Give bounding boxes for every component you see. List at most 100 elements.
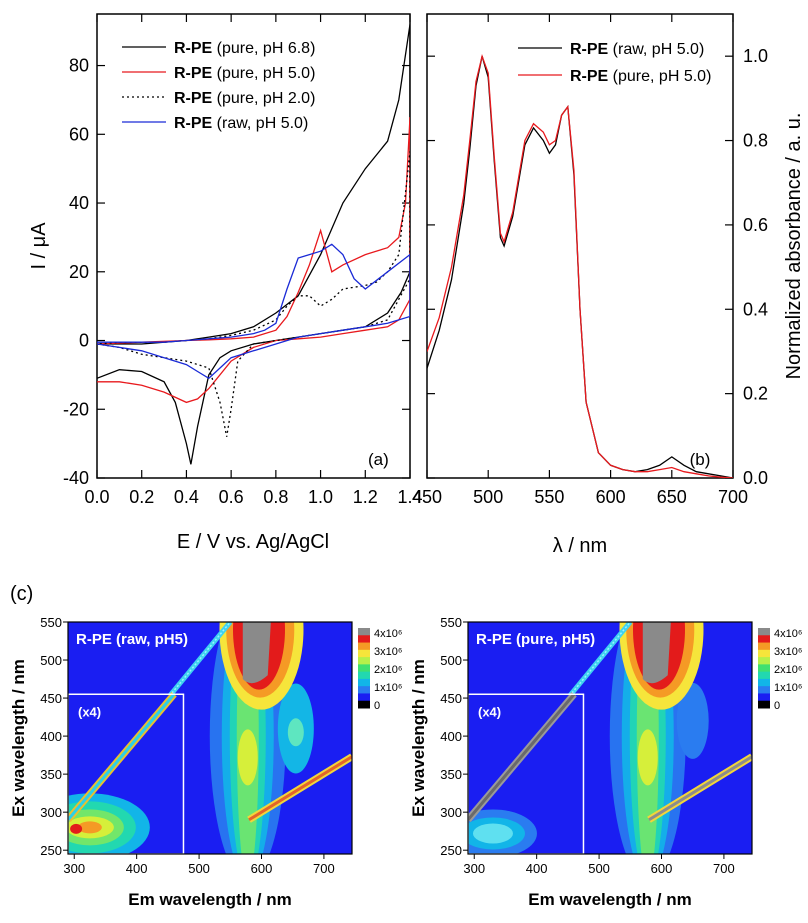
inset-label: (x4) bbox=[478, 704, 501, 719]
panel-a: 0.0 0.2 0.4 0.6 0.8 1.0 1.2 1.4-40-20020406080 … bbox=[28, 13, 423, 553]
y-tick-label: 400 bbox=[440, 729, 462, 744]
y-tick-label: 250 bbox=[40, 843, 62, 858]
colorbar-segment bbox=[358, 678, 370, 687]
heatmap-right: (x4)R-PE (pure, pH5)25030035040045050055… bbox=[409, 615, 802, 909]
series-line bbox=[97, 117, 410, 404]
x-tick-label: 400 bbox=[126, 861, 148, 876]
y-tick-label: 80 bbox=[69, 56, 89, 76]
heatmap-xlabel: Em wavelength / nm bbox=[528, 890, 691, 909]
legend-label: R-PE (pure, pH 5.0) bbox=[174, 65, 315, 82]
colorbar-segment bbox=[758, 678, 770, 687]
panel-b-series bbox=[427, 53, 733, 478]
y-tick-label: 0.4 bbox=[743, 299, 768, 319]
rayleigh-line-core bbox=[68, 622, 231, 821]
series-line bbox=[97, 151, 410, 437]
y-tick-label: 0.0 bbox=[743, 468, 768, 488]
heatmap-body: (x4) R-PE (raw, pH5) bbox=[68, 622, 352, 854]
colorbar-label: 3x10⁶ bbox=[774, 646, 802, 658]
y-tick-label: 250 bbox=[440, 843, 462, 858]
panel-b-legend: R-PE (raw, pH 5.0) R-PE (pure, pH 5.0) bbox=[518, 41, 711, 85]
y-tick-label: 0 bbox=[79, 331, 89, 351]
inset-spot bbox=[70, 823, 83, 834]
colorbar-segment bbox=[358, 642, 370, 651]
colorbar-segment bbox=[358, 657, 370, 665]
y-tick-label: -40 bbox=[63, 468, 89, 488]
heatmap-xlabel: Em wavelength / nm bbox=[128, 890, 291, 909]
y-tick-label: 40 bbox=[69, 193, 89, 213]
heatmap-ylabel: Ex wavelength / nm bbox=[9, 659, 28, 817]
legend-label: R-PE (raw, pH 5.0) bbox=[174, 115, 308, 132]
y-tick-label: 500 bbox=[440, 653, 462, 668]
saturated-region bbox=[242, 622, 271, 684]
legend-label: R-PE (pure, pH 2.0) bbox=[174, 90, 315, 107]
panel-c-label: (c) bbox=[10, 583, 33, 605]
rayleigh-line-core bbox=[468, 622, 631, 821]
colorbar-label: 1x10⁶ bbox=[374, 682, 402, 694]
y-tick-label: 550 bbox=[440, 615, 462, 630]
colorbar-segment bbox=[358, 671, 370, 680]
y-tick-label: 1.0 bbox=[743, 46, 768, 66]
panel-a-xlabel: E / V vs. Ag/AgCl bbox=[177, 531, 329, 553]
x-tick-label: 0.0 bbox=[84, 487, 109, 507]
series-line bbox=[427, 56, 733, 478]
legend-label: R-PE (raw, pH 5.0) bbox=[570, 41, 704, 58]
y-tick-label: 60 bbox=[69, 124, 89, 144]
x-tick-label: 600 bbox=[251, 861, 273, 876]
inset-spot bbox=[472, 823, 513, 844]
panel-b-xlabel: λ / nm bbox=[553, 535, 607, 557]
y-tick-label: 350 bbox=[440, 767, 462, 782]
x-tick-label: 500 bbox=[588, 861, 610, 876]
x-tick-label: 450 bbox=[412, 487, 442, 507]
heatmap-body: (x4) R-PE (pure, pH5) bbox=[468, 622, 752, 854]
saturated-region bbox=[642, 622, 671, 684]
y-tick-label: 450 bbox=[40, 691, 62, 706]
colorbar-segment bbox=[758, 628, 770, 636]
colorbar-segment bbox=[358, 686, 370, 694]
heatmap-frame bbox=[467, 621, 753, 855]
panel-a-frame bbox=[96, 13, 411, 479]
y-tick-label: 0.8 bbox=[743, 131, 768, 151]
panel-a-label: (a) bbox=[368, 450, 389, 469]
colorbar-segment bbox=[758, 671, 770, 680]
y-tick-label: 500 bbox=[40, 653, 62, 668]
y-tick-label: 0.6 bbox=[743, 215, 768, 235]
y-tick-label: -20 bbox=[63, 399, 89, 419]
colorbar-label: 2x10⁶ bbox=[774, 664, 802, 676]
x-tick-label: 500 bbox=[473, 487, 503, 507]
colorbar-label: 0 bbox=[374, 700, 380, 712]
y-tick-label: 20 bbox=[69, 262, 89, 282]
x-tick-label: 600 bbox=[651, 861, 673, 876]
x-tick-label: 1.2 bbox=[353, 487, 378, 507]
emission-peak bbox=[637, 729, 658, 786]
colorbar-segment bbox=[358, 649, 370, 658]
x-tick-label: 500 bbox=[188, 861, 210, 876]
colorbar-label: 4x10⁶ bbox=[774, 628, 802, 640]
x-tick-label: 300 bbox=[463, 861, 485, 876]
second-order-line-core bbox=[248, 755, 352, 822]
x-tick-label: 700 bbox=[718, 487, 748, 507]
series-line bbox=[97, 24, 410, 465]
colorbar-segment bbox=[358, 635, 370, 644]
x-tick-label: 0.8 bbox=[263, 487, 288, 507]
panel-b-ylabel: Normalized absorbance / a. u. bbox=[783, 113, 805, 380]
y-tick-label: 550 bbox=[40, 615, 62, 630]
x-tick-label: 0.2 bbox=[129, 487, 154, 507]
inset-spot bbox=[77, 821, 102, 834]
emission-peak bbox=[237, 729, 258, 786]
colorbar-segment bbox=[758, 635, 770, 644]
x-tick-label: 400 bbox=[526, 861, 548, 876]
heatmap-title: R-PE (raw, pH5) bbox=[76, 631, 188, 648]
panel-a-ylabel: I / μA bbox=[28, 222, 50, 270]
colorbar-segment bbox=[758, 693, 770, 702]
emission-spot bbox=[287, 718, 304, 747]
y-tick-label: 400 bbox=[40, 729, 62, 744]
panel-b-frame bbox=[426, 13, 734, 479]
colorbar-segment bbox=[758, 664, 770, 673]
panel-b-label: (b) bbox=[690, 450, 711, 469]
colorbar-segment bbox=[758, 700, 770, 709]
colorbar-segment bbox=[358, 693, 370, 702]
x-tick-label: 300 bbox=[63, 861, 85, 876]
series-line bbox=[97, 243, 410, 380]
